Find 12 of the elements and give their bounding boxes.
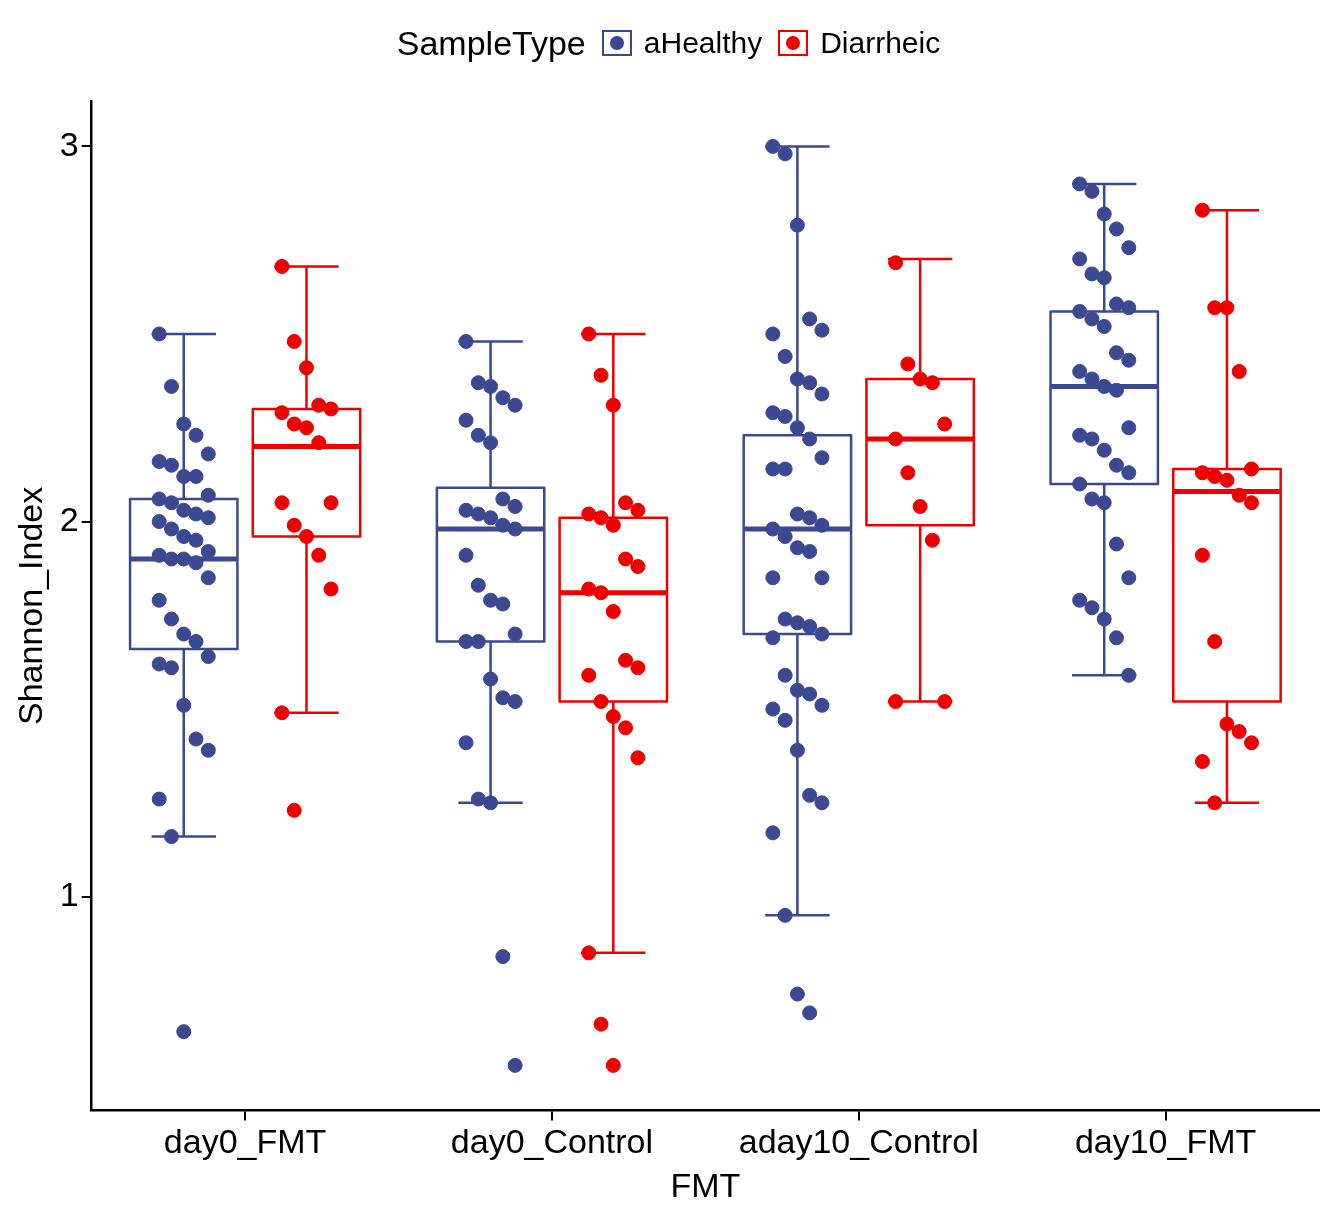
y-axis-title: Shannon_Index bbox=[10, 486, 49, 726]
y-tick-label: 1 bbox=[59, 874, 79, 913]
legend-label: aHealthy bbox=[643, 26, 763, 60]
legend-title: SampleType bbox=[396, 23, 586, 63]
x-tick-label: day10_FMT bbox=[1074, 1122, 1257, 1161]
x-tick-label: day0_FMT bbox=[163, 1122, 327, 1161]
legend-label: Diarrheic bbox=[820, 26, 941, 60]
x-tick-label: aday10_Control bbox=[738, 1122, 979, 1161]
x-tick-label: day0_Control bbox=[450, 1122, 654, 1161]
y-tick-label: 3 bbox=[59, 124, 79, 163]
x-axis-title: FMT bbox=[670, 1165, 741, 1204]
y-tick-label: 2 bbox=[59, 499, 79, 538]
